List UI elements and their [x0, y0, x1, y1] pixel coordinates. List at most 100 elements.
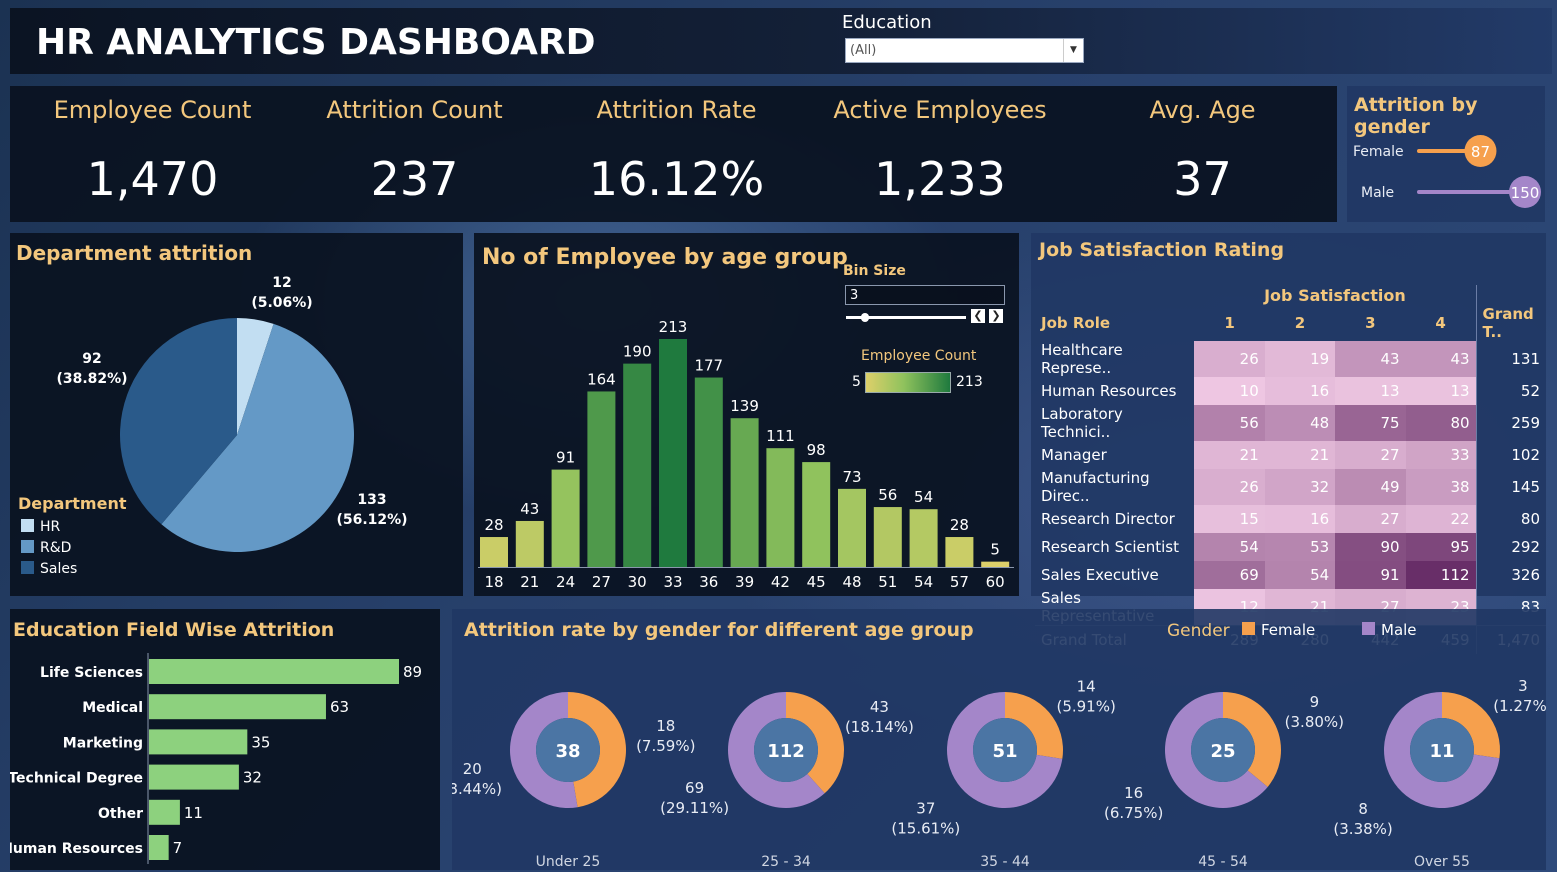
satisfaction-level-header: 4 — [1435, 314, 1446, 332]
gender-legend-title: Gender — [1167, 621, 1230, 641]
satisfaction-cell: 16 — [1264, 505, 1336, 533]
donut-male-value-label: 20 — [463, 760, 482, 778]
education-category-label: Life Sciences — [40, 665, 143, 681]
donut-female-value-label: 9 — [1310, 693, 1320, 711]
age-bar-value-label: 98 — [807, 441, 826, 459]
donut-center — [1410, 718, 1474, 782]
education-bar-value-label: 63 — [330, 698, 349, 716]
satisfaction-cell: 26 — [1194, 341, 1265, 377]
age-bar-value-label: 111 — [766, 427, 795, 445]
donut-male-value-label: 37 — [916, 800, 935, 818]
bin-size-input[interactable]: 3 — [845, 285, 1005, 305]
kpi-employee-count: Employee Count 1,470 — [30, 86, 275, 222]
education-filter-label: Education — [842, 12, 932, 33]
department-attrition-panel: Department attrition 12 (5.06%) 133 (56.12%… — [10, 233, 463, 596]
age-group-label: 25 - 34 — [761, 854, 811, 870]
donut-female-segment — [568, 692, 626, 808]
satisfaction-cell: 90 — [1335, 533, 1406, 561]
department-slice-percent-label: (38.82%) — [56, 371, 127, 387]
job-role-label: Laboratory Technici.. — [1041, 405, 1123, 441]
department-legend-label: HR — [40, 519, 61, 535]
kpi-value: 37 — [1173, 152, 1232, 206]
department-legend-label: R&D — [40, 540, 71, 556]
education-bar-value-label: 89 — [403, 663, 422, 681]
slider-increment-button[interactable]: ❯ — [989, 309, 1003, 323]
age-bar — [802, 462, 831, 567]
kpi-label: Attrition Rate — [596, 96, 757, 124]
donut-female-percent-label: (7.59%) — [636, 737, 695, 755]
education-bar — [149, 764, 239, 790]
attrition-by-gender-chart: Female 87 Male 150 — [1353, 135, 1541, 208]
department-legend-title: Department — [18, 494, 127, 513]
donut-female-value-label: 14 — [1077, 677, 1096, 695]
satisfaction-cell: 56 — [1194, 405, 1265, 441]
header-bar: HR ANALYTICS DASHBOARD Education (All) ▼ — [10, 8, 1552, 74]
attrition-by-gender-title: Attrition by gender — [1354, 94, 1478, 138]
age-bar-value-label: 43 — [520, 500, 539, 518]
age-group-label: 45 - 54 — [1198, 854, 1248, 870]
age-tick-label: 18 — [484, 573, 503, 591]
satisfaction-cell: 32 — [1264, 469, 1336, 505]
donut-male-percent-label: (29.11%) — [660, 799, 729, 817]
satisfaction-cell: 53 — [1264, 533, 1336, 561]
age-bar — [694, 377, 723, 567]
donut-center — [1191, 718, 1255, 782]
donut-total-label: 25 — [1210, 741, 1235, 762]
department-slice-value-label: 133 — [357, 492, 386, 508]
age-tick-label: 51 — [878, 573, 897, 591]
gender-legend-female-label: Female — [1261, 621, 1316, 639]
kpi-attrition-count: Attrition Count 237 — [292, 86, 537, 222]
donut-total-label: 11 — [1429, 741, 1454, 762]
donut-center — [973, 718, 1037, 782]
age-bar — [873, 507, 902, 567]
age-bar-value-label: 28 — [950, 516, 969, 534]
slider-decrement-button[interactable]: ❮ — [971, 309, 985, 323]
department-pie-slice — [237, 318, 274, 435]
kpi-value: 1,470 — [86, 152, 219, 206]
department-legend-swatch — [21, 519, 34, 532]
education-field-panel: Education Field Wise Attrition Life Scie… — [10, 609, 440, 870]
age-group-title: No of Employee by age group — [482, 245, 848, 270]
gender-legend-male-label: Male — [1381, 621, 1417, 639]
kpi-value: 237 — [370, 152, 459, 206]
satisfaction-cell: 69 — [1194, 561, 1265, 589]
donut-male-segment — [1165, 692, 1268, 808]
satisfaction-level-header: Grand T.. — [1475, 305, 1546, 341]
bin-size-slider[interactable] — [846, 313, 966, 323]
kpi-attrition-rate: Attrition Rate 16.12% — [554, 86, 799, 222]
chevron-down-icon[interactable]: ▼ — [1063, 39, 1083, 62]
gender-legend-male-swatch — [1362, 622, 1375, 635]
age-gender-title: Attrition rate by gender for different a… — [464, 619, 974, 641]
donut-male-value-label: 8 — [1358, 800, 1368, 818]
education-bar — [149, 729, 248, 755]
satisfaction-cell: 38 — [1405, 469, 1477, 505]
donut-male-value-label: 69 — [685, 779, 704, 797]
age-tick-label: 21 — [520, 573, 539, 591]
age-bar-value-label: 28 — [484, 516, 503, 534]
donut-total-label: 112 — [767, 741, 805, 762]
education-bar — [149, 659, 399, 684]
satisfaction-cell: 21 — [1264, 441, 1336, 469]
table-header-row: Job Satisfaction — [1035, 285, 1546, 305]
age-tick-label: 54 — [914, 573, 933, 591]
kpi-value: 16.12% — [588, 152, 765, 206]
gender-category-label: Male — [1361, 185, 1394, 201]
age-tick-label: 36 — [699, 573, 718, 591]
department-legend-label: Sales — [40, 561, 77, 577]
row-total-cell: 80 — [1475, 505, 1546, 533]
donut-female-segment — [786, 692, 844, 794]
education-filter-dropdown[interactable]: (All) ▼ — [845, 38, 1084, 63]
job-role-label: Manager — [1041, 446, 1107, 464]
age-tick-label: 33 — [663, 573, 682, 591]
table-row: Manager 21 21 27 33 102 — [1035, 441, 1546, 469]
table-header-row: Job Role 1 2 3 4 Grand T.. — [1035, 305, 1546, 341]
kpi-label: Active Employees — [833, 96, 1047, 124]
age-tick-label: 45 — [807, 573, 826, 591]
education-category-label: Technical Degree — [10, 771, 143, 787]
row-total-cell: 326 — [1475, 561, 1546, 589]
slider-handle[interactable] — [861, 313, 869, 322]
satisfaction-cell: 33 — [1405, 441, 1477, 469]
donut-female-percent-label: (5.91%) — [1056, 697, 1115, 715]
age-bar-value-label: 5 — [990, 541, 1000, 559]
department-legend-swatch — [21, 561, 34, 574]
